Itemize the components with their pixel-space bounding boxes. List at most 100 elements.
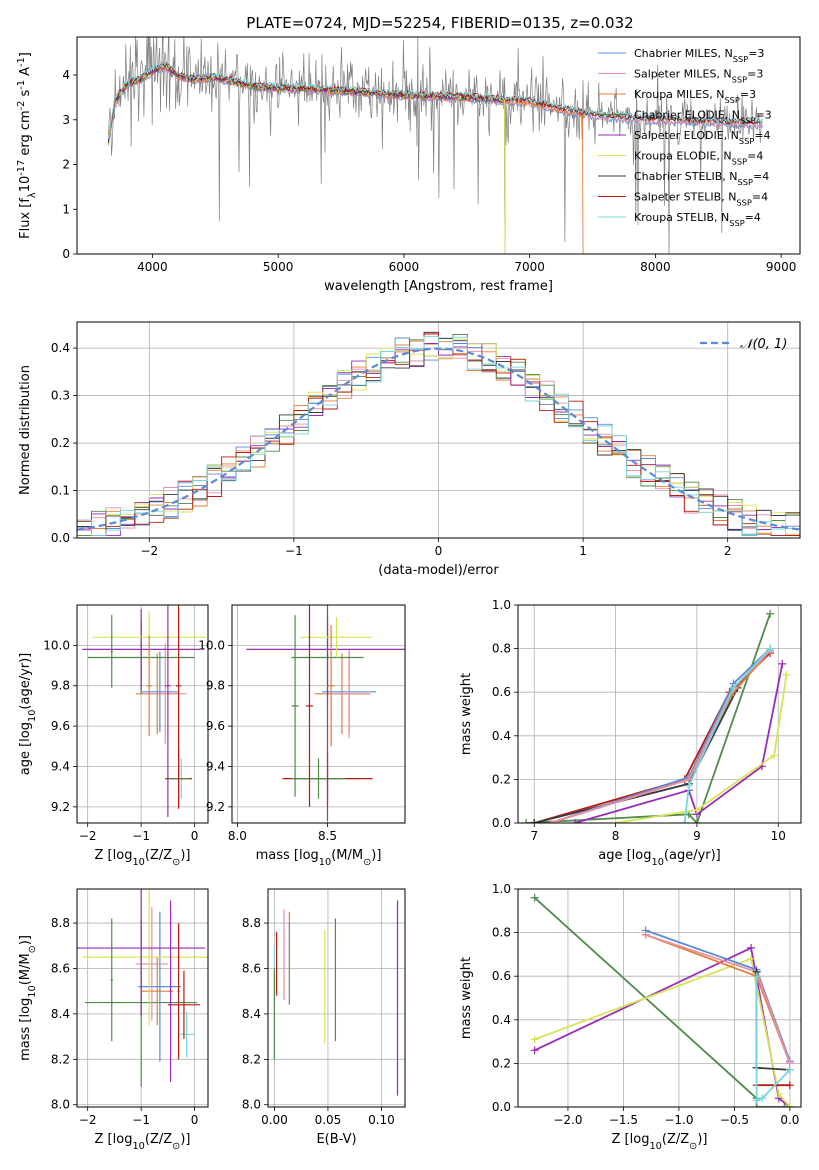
y-tick-label: 3 <box>62 113 70 127</box>
plus-marker <box>684 781 693 790</box>
plus-marker <box>785 1081 794 1090</box>
y-tick-label: 8.4 <box>242 1007 261 1021</box>
plus-marker <box>692 805 701 814</box>
legend-entry: Chabrier STELIB, NSSP=4 <box>634 170 769 187</box>
spectrum-legend: Chabrier MILES, NSSP=3 Salpeter MILES, NS… <box>598 47 772 228</box>
y-tick-label: 0.2 <box>492 1056 511 1070</box>
y-tick-label: 9.8 <box>206 679 225 693</box>
age-vs-mass-frame <box>231 604 406 824</box>
y-tick-label: 2 <box>62 158 70 172</box>
legend-entry: Kroupa STELIB, NSSP=4 <box>634 211 761 228</box>
plus-marker <box>780 1103 789 1107</box>
y-tick-label: 4 <box>62 68 70 82</box>
y-tick-label: 8.2 <box>242 1052 261 1066</box>
y-tick-label: 0.1 <box>51 484 70 498</box>
y-tick-label: 10.0 <box>198 638 225 652</box>
y-tick-label: 9.6 <box>206 719 225 733</box>
x-axis-label: Z [log10(Z/Z⊙)] <box>95 1132 191 1152</box>
weight-line-1 <box>574 663 784 823</box>
x-tick-label: −1 <box>132 1113 150 1127</box>
x-tick-label: −1.0 <box>664 1113 693 1127</box>
plus-marker <box>766 609 775 618</box>
mass-vs-Z-panel: −2 −1 0 8.0 8.2 8.4 8.6 8.8 Z [log10(Z/Z⊙)] mass … <box>18 888 209 1152</box>
x-tick-label: 0.00 <box>261 1113 288 1127</box>
age-vs-Z-frame <box>76 604 209 824</box>
weight-line-2 <box>615 674 788 823</box>
y-tick-label: 8.6 <box>51 961 70 975</box>
x-tick-label: 0 <box>191 829 199 843</box>
y-tick-label: 0.2 <box>492 772 511 786</box>
plus-marker <box>766 644 775 653</box>
plus-marker <box>774 1089 783 1098</box>
spectrum-frame <box>76 36 801 255</box>
plus-marker <box>530 819 539 823</box>
y-tick-label: 0.0 <box>492 816 511 830</box>
x-tick-label: 4000 <box>137 260 168 274</box>
weight-line-5 <box>550 650 771 823</box>
residuals-plot-area <box>77 331 800 537</box>
x-tick-label: 0.10 <box>368 1113 395 1127</box>
plus-marker <box>770 751 779 760</box>
plus-marker <box>785 1103 794 1107</box>
y-tick-label: 9.2 <box>51 800 70 814</box>
plus-marker <box>758 1094 767 1103</box>
y-axis-label: Flux [fλ10-17 erg cm-2 s-1 A-1] <box>16 52 38 239</box>
weight-line-7 <box>550 650 771 823</box>
weight-line-0 <box>533 897 790 1107</box>
histogram-5 <box>77 338 800 537</box>
x-axis-label: Z [log10(Z/Z⊙)] <box>612 1132 708 1152</box>
mass-vs-EBV-panel: 0.00 0.05 0.10 8.0 8.2 8.4 8.6 8.8 E(B-V) <box>242 888 406 1147</box>
x-tick-label: 7000 <box>514 260 545 274</box>
plus-marker <box>747 954 756 963</box>
plus-marker <box>522 819 531 823</box>
legend-entry: Salpeter STELIB, NSSP=4 <box>634 191 768 208</box>
y-tick-label: 8.4 <box>51 1007 70 1021</box>
mass-vs-EBV-plot-area <box>273 900 399 1096</box>
y-tick-label: 9.8 <box>51 679 70 693</box>
mass-vs-EBV-grid <box>268 889 405 1107</box>
y-tick-label: 0.8 <box>492 926 511 940</box>
weight-line-1 <box>534 946 791 1107</box>
legend-entry: Kroupa MILES, NSSP=3 <box>634 88 756 105</box>
y-axis-label: mass weight <box>459 673 474 755</box>
y-tick-label: 0.6 <box>492 969 511 983</box>
legend-entry: Salpeter MILES, NSSP=3 <box>634 68 763 85</box>
plus-marker <box>530 1035 539 1044</box>
x-tick-label: 8000 <box>640 260 671 274</box>
plus-marker <box>752 972 761 981</box>
weight-line-8 <box>683 647 771 823</box>
model-line-6 <box>107 62 763 144</box>
residuals-panel: −2 −1 0 1 2 0.0 0.1 0.2 0.3 0.4 (data-model)/error… <box>18 321 801 578</box>
spectrum-plot-area <box>107 37 763 254</box>
massweight-vs-Z-plot-area <box>530 893 794 1107</box>
x-axis-label: mass [log10(M/M⊙)] <box>256 848 382 868</box>
y-tick-label: 0.2 <box>51 436 70 450</box>
x-tick-label: −1 <box>285 544 303 558</box>
x-tick-label: 0.05 <box>315 1113 342 1127</box>
age-vs-mass-plot-area <box>246 605 405 821</box>
x-tick-label: 9 <box>693 829 701 843</box>
y-tick-label: 0.4 <box>51 341 70 355</box>
massweight-vs-Z-frame <box>517 888 802 1108</box>
plus-marker <box>611 819 620 823</box>
x-axis-label: (data-model)/error <box>378 563 499 578</box>
y-tick-label: 0.0 <box>51 531 70 545</box>
y-axis-label: Normed distribution <box>18 365 33 495</box>
y-tick-label: 0.4 <box>492 729 511 743</box>
y-tick-label: 8.6 <box>242 961 261 975</box>
age-vs-Z-grid <box>77 605 208 823</box>
weight-line-6 <box>550 647 771 823</box>
x-tick-label: 6000 <box>389 260 420 274</box>
plus-marker <box>641 930 650 939</box>
x-tick-label: 10 <box>771 829 786 843</box>
legend-entry: Salpeter ELODIE, NSSP=4 <box>634 129 771 146</box>
mass-vs-Z-grid <box>77 889 208 1107</box>
x-axis-label: age [log10(age/yr)] <box>598 848 721 868</box>
massweight-vs-age-panel: 7 8 9 10 0.0 0.2 0.4 0.6 0.8 1.0 age [log10(age/yr… <box>459 598 802 868</box>
y-tick-label: 1.0 <box>492 598 511 612</box>
spectrum-panel: 4000 5000 6000 7000 8000 9000 0 1 2 3 4 wavelength … <box>16 36 801 294</box>
x-tick-label: 5000 <box>263 260 294 274</box>
histogram-7 <box>77 332 800 537</box>
x-tick-label: −2 <box>79 829 97 843</box>
